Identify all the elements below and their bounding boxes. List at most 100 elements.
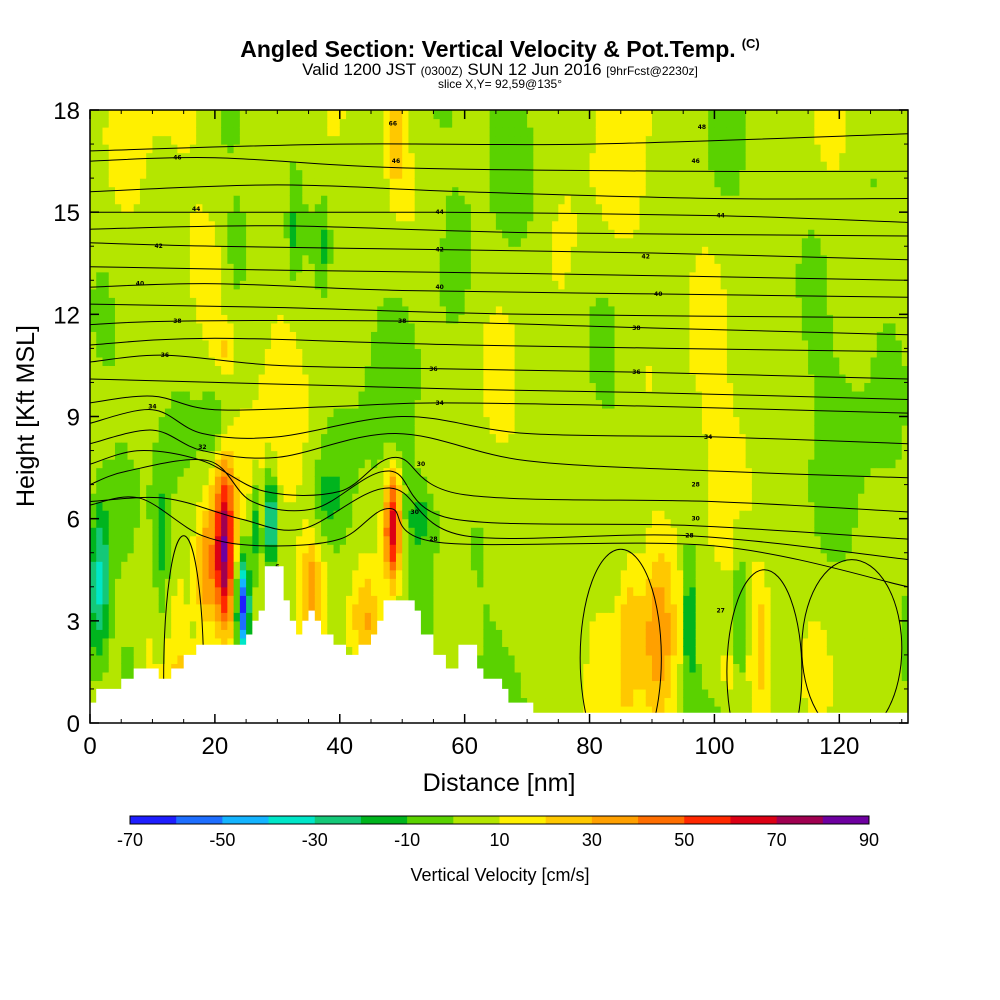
velocity-cell <box>389 203 397 213</box>
velocity-cell <box>464 212 472 222</box>
velocity-cell <box>139 595 147 605</box>
velocity-cell <box>502 305 509 315</box>
velocity-cell <box>252 246 260 256</box>
velocity-cell <box>452 178 460 188</box>
velocity-cell <box>364 212 372 222</box>
velocity-cell <box>258 459 266 469</box>
velocity-cell <box>470 390 478 401</box>
velocity-cell <box>252 254 260 264</box>
velocity-cell <box>458 220 466 230</box>
velocity-cell <box>489 646 497 656</box>
velocity-cell <box>177 365 185 375</box>
velocity-cell <box>283 195 291 205</box>
velocity-cell <box>489 399 497 409</box>
velocity-cell <box>502 654 509 664</box>
velocity-cell <box>177 178 185 188</box>
velocity-cell <box>283 254 291 264</box>
velocity-cell <box>158 322 166 332</box>
velocity-cell <box>96 229 104 239</box>
velocity-cell <box>483 595 491 605</box>
velocity-cell <box>495 212 503 222</box>
velocity-cell <box>289 331 297 341</box>
velocity-cell <box>414 280 422 290</box>
velocity-cell <box>370 297 378 307</box>
velocity-cell <box>189 110 197 120</box>
velocity-cell <box>96 263 104 273</box>
velocity-cell <box>489 442 497 452</box>
velocity-cell <box>408 586 416 596</box>
velocity-cell <box>483 339 491 349</box>
velocity-cell <box>171 322 179 332</box>
velocity-cell <box>308 476 316 486</box>
velocity-cell <box>483 263 491 273</box>
velocity-cell <box>252 356 260 367</box>
velocity-cell <box>164 297 172 307</box>
velocity-cell <box>308 382 316 392</box>
velocity-cell <box>202 425 210 435</box>
velocity-cell <box>121 552 129 562</box>
velocity-cell <box>133 212 141 222</box>
velocity-cell <box>283 586 291 596</box>
velocity-cell <box>264 510 272 520</box>
velocity-cell <box>246 382 253 392</box>
velocity-cell <box>90 399 97 409</box>
velocity-cell <box>402 203 410 213</box>
velocity-cell <box>221 314 228 324</box>
velocity-cell <box>439 459 447 469</box>
velocity-cell <box>90 220 97 230</box>
chart-title-tag: (C) <box>741 36 760 51</box>
velocity-cell <box>370 603 378 613</box>
velocity-cell <box>189 331 197 341</box>
velocity-cell <box>283 161 291 171</box>
velocity-cell <box>258 365 266 375</box>
velocity-cell <box>477 467 484 477</box>
velocity-cell <box>127 407 135 418</box>
velocity-cell <box>495 110 503 120</box>
velocity-cell <box>171 484 179 494</box>
velocity-cell <box>464 382 472 392</box>
velocity-cell <box>108 501 116 511</box>
velocity-cell <box>283 135 291 145</box>
velocity-cell <box>252 161 260 171</box>
velocity-cell <box>264 407 272 418</box>
velocity-cell <box>439 442 447 452</box>
velocity-cell <box>364 322 372 332</box>
velocity-cell <box>321 578 328 588</box>
velocity-cell <box>189 459 197 469</box>
velocity-cell <box>452 476 460 486</box>
velocity-cell <box>296 152 303 162</box>
velocity-cell <box>283 220 291 230</box>
velocity-cell <box>133 663 141 673</box>
velocity-cell <box>227 348 235 358</box>
velocity-cell <box>402 135 410 145</box>
velocity-cell <box>146 399 154 409</box>
velocity-cell <box>420 484 428 494</box>
velocity-cell <box>452 484 460 494</box>
subtitle-utc: (0300Z) <box>420 64 463 78</box>
velocity-cell <box>352 493 360 503</box>
velocity-cell <box>90 390 97 401</box>
velocity-cell <box>395 450 403 460</box>
velocity-cell <box>314 212 322 222</box>
velocity-cell <box>127 322 135 332</box>
velocity-cell <box>296 305 303 315</box>
velocity-cell <box>339 586 347 596</box>
velocity-cell <box>277 459 285 469</box>
velocity-cell <box>420 169 428 179</box>
velocity-cell <box>339 203 347 213</box>
velocity-cell <box>127 518 135 528</box>
velocity-cell <box>408 373 416 384</box>
velocity-cell <box>214 450 222 460</box>
velocity-cell <box>158 671 166 682</box>
velocity-cell <box>333 237 341 247</box>
velocity-cell <box>227 612 235 622</box>
velocity-cell <box>183 603 191 613</box>
velocity-cell <box>321 305 328 315</box>
velocity-cell <box>377 433 385 443</box>
velocity-cell <box>146 416 154 426</box>
velocity-cell <box>277 195 285 205</box>
velocity-cell <box>139 305 147 315</box>
velocity-cell <box>152 195 160 205</box>
velocity-cell <box>121 135 129 145</box>
velocity-cell <box>321 612 328 622</box>
